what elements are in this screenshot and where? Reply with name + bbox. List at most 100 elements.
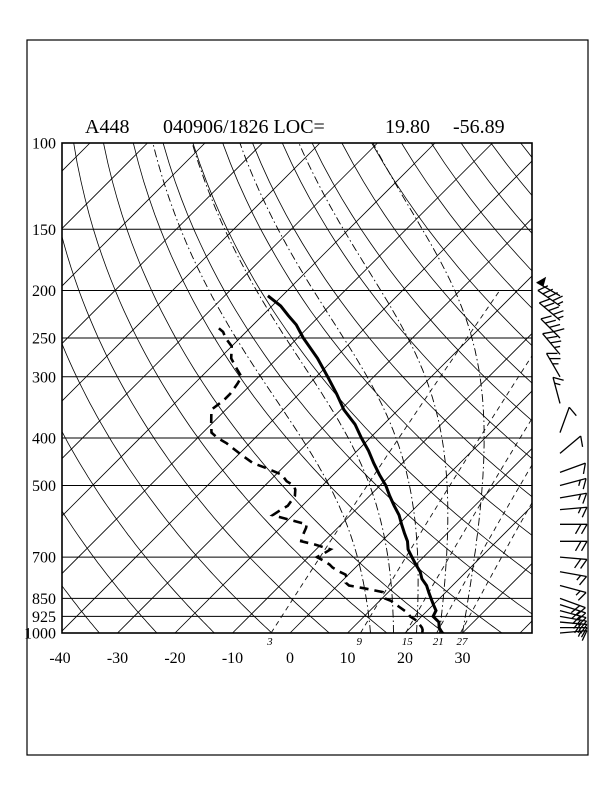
barb-full — [580, 435, 584, 447]
dry-adiabat-line — [62, 235, 331, 633]
barb-staff — [559, 506, 587, 511]
barb-full — [580, 627, 588, 638]
pressure-tick-label: 850 — [32, 591, 56, 608]
barb-full — [580, 624, 588, 634]
mixing-ratio-line — [405, 417, 532, 633]
barb-half — [575, 590, 581, 596]
wind-barb — [559, 571, 588, 586]
barb-half — [577, 507, 582, 514]
moist-adiabat-line — [239, 143, 419, 633]
pressure-tick-label: 100 — [32, 136, 56, 153]
barb-full — [580, 523, 588, 535]
barb-staff — [540, 318, 561, 339]
plot-border — [61, 142, 533, 634]
isotherm-line — [62, 160, 532, 632]
wind-barb — [559, 597, 586, 616]
wind-barb — [542, 331, 562, 355]
wind-barb — [560, 523, 588, 535]
barb-half — [554, 345, 561, 349]
barb-full — [581, 506, 588, 518]
isotherm-line — [289, 390, 532, 633]
barb-full — [537, 285, 549, 291]
barb-full — [582, 492, 588, 504]
pressure-tick-label: 200 — [32, 283, 56, 300]
mixing-ratio-label: 3 — [266, 636, 273, 648]
temp-tick-label: -30 — [107, 650, 128, 667]
mixing-ratio-label: 15 — [402, 636, 414, 648]
barb-staff — [552, 377, 561, 404]
dry-adiabat-line — [192, 143, 532, 575]
isotherm-line — [519, 620, 532, 633]
barb-full — [553, 328, 565, 333]
barb-full — [582, 478, 587, 490]
moist-adiabat-line — [152, 143, 371, 633]
title-latitude: 19.80 — [385, 116, 430, 138]
moist-adiabat-line — [191, 143, 394, 633]
barb-half — [557, 315, 564, 319]
barb-staff — [559, 477, 587, 487]
title-longitude: -56.89 — [453, 116, 505, 138]
wind-barb — [559, 584, 587, 601]
wind-barb-column — [536, 276, 588, 641]
barb-staff — [559, 603, 586, 614]
grid-dry-adiabats — [0, 143, 532, 643]
barb-full — [580, 541, 588, 552]
barb-pennant — [536, 276, 547, 287]
dry-adiabat-line — [132, 143, 503, 633]
barb-staff — [559, 556, 587, 561]
barb-full — [550, 340, 562, 344]
barb-full — [582, 462, 587, 475]
barb-half — [554, 382, 561, 386]
barb-full — [574, 558, 582, 569]
barb-staff — [545, 353, 561, 378]
mixing-ratio-line — [270, 290, 501, 633]
barb-full — [542, 331, 554, 335]
barb-full — [580, 559, 588, 569]
temperature-axis-labels: -40 -30 -20 -10 0 10 20 30 — [49, 650, 470, 667]
barb-staff — [537, 289, 561, 307]
barb-staff — [559, 621, 587, 626]
wind-barb — [540, 315, 565, 339]
temp-tick-label: 10 — [340, 650, 356, 667]
barb-full — [568, 406, 577, 417]
barb-full — [539, 298, 550, 304]
barb-half — [578, 494, 582, 501]
dry-adiabat-line — [62, 585, 100, 633]
pressure-tick-label: 400 — [32, 431, 56, 448]
mixing-ratio-label: 21 — [433, 636, 444, 648]
wind-barb — [559, 629, 588, 641]
temp-tick-label: -10 — [222, 650, 243, 667]
wind-barb — [537, 285, 564, 307]
dry-adiabat-line — [0, 143, 50, 643]
wind-barb — [538, 298, 564, 321]
barb-full — [577, 592, 587, 601]
dry-adiabat-line — [222, 143, 532, 536]
dry-adiabat-line — [162, 143, 532, 615]
pressure-tick-label: 150 — [32, 222, 56, 239]
wind-barb — [559, 435, 584, 454]
barb-full — [546, 335, 558, 339]
wind-barb — [559, 492, 588, 504]
barb-full — [552, 376, 564, 381]
grid-isotherms — [62, 143, 532, 633]
temp-tick-label: 30 — [455, 650, 471, 667]
barb-staff — [559, 629, 587, 634]
isotherm-line — [62, 143, 436, 517]
barb-full — [544, 319, 556, 324]
dry-adiabat-line — [430, 143, 532, 272]
barb-full — [549, 323, 561, 329]
pressure-tick-label: 300 — [32, 369, 56, 386]
pressure-tick-label: 700 — [32, 550, 56, 567]
isotherm-line — [404, 505, 532, 633]
barb-staff — [542, 333, 561, 355]
wind-barb — [559, 506, 588, 518]
wind-barb — [559, 556, 588, 569]
dry-adiabat-line — [62, 342, 273, 633]
moist-adiabat-line — [372, 143, 485, 633]
dry-adiabat-line — [281, 143, 532, 460]
barb-full — [542, 288, 554, 295]
isotherm-line — [62, 143, 321, 402]
barb-full — [543, 302, 555, 308]
isotherm-line — [174, 275, 532, 633]
wind-barb — [559, 477, 587, 490]
